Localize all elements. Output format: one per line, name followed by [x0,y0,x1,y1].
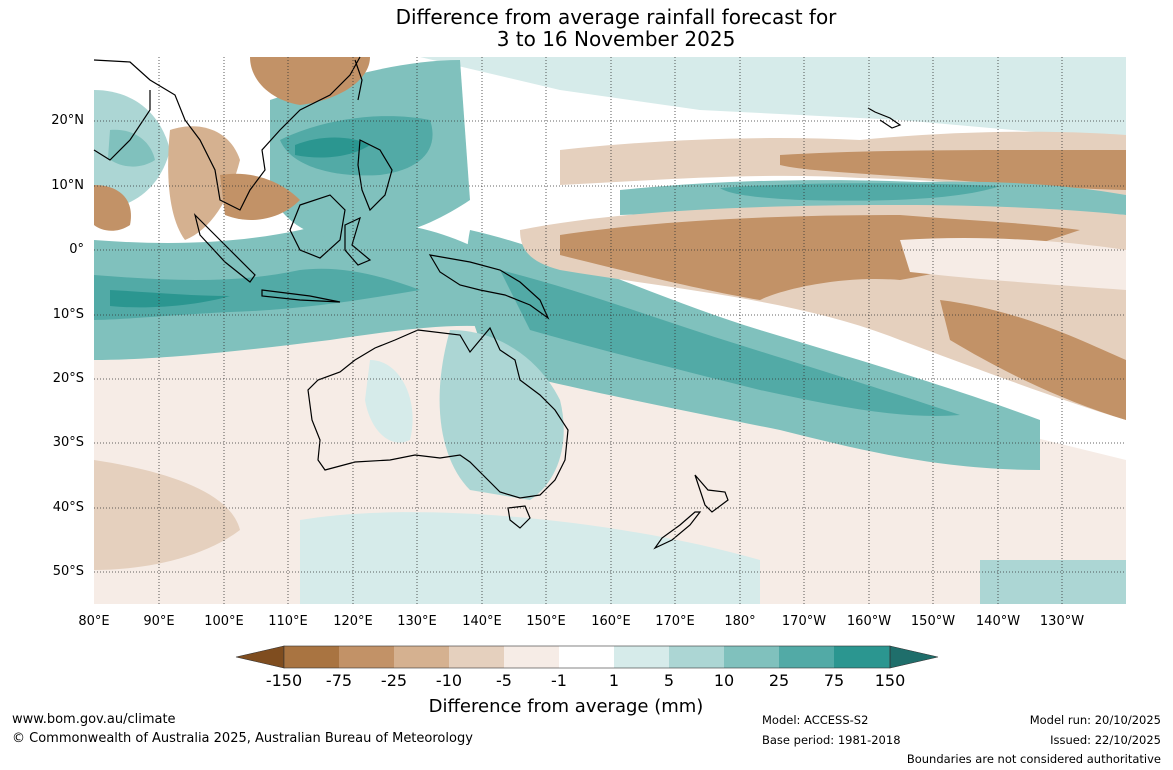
colorbar-segment [724,646,779,668]
lon-label: 170°W [781,614,827,629]
map-title-line-1: Difference from average rainfall forecas… [395,5,837,29]
colorbar-tick-label: -5 [496,671,512,690]
lat-label: 20°N [51,113,84,128]
lon-label: 90°E [143,614,175,629]
colorbar-tick-label: -25 [380,671,408,690]
website-link[interactable]: www.bom.gov.au/climate [12,712,176,727]
colorbar-segment [559,646,614,668]
lon-label: 100°E [204,614,244,629]
rainfall-field [94,57,1126,604]
hawaii-coastline [867,107,902,129]
model-run-date: Model run: 20/10/2025 [1029,713,1161,727]
southeast-asia-coastline [93,56,361,211]
lon-label: 160°W [846,614,892,629]
map-title-line-2: 3 to 16 November 2025 [496,27,736,51]
sulawesi-coastline [344,216,372,266]
lon-label: 140°E [462,614,502,629]
lon-label: 180° [724,614,756,629]
colorbar-segment [504,646,559,668]
dry-indochina [168,126,240,240]
colorbar-segment [779,646,834,668]
lon-label: 120°E [333,614,373,629]
wet-core-indian-ocean [94,268,420,320]
dry-borneo-west [94,185,131,231]
colorbar [235,645,939,669]
model-name: Model: ACCESS-S2 [762,713,869,727]
colorbar-title: Difference from average (mm) [428,696,704,717]
dry-patch-west [94,356,260,417]
colorbar-segment [339,646,394,668]
lon-label: 170°E [655,614,695,629]
colorbar-segment [614,646,669,668]
borneo-coastline [289,194,346,259]
lon-label: 150°W [910,614,956,629]
lon-label: 150°E [526,614,566,629]
dry-south-china [250,57,370,105]
colorbar-tick-label: 150 [874,671,906,690]
wet-patch-southwest [300,512,760,604]
base-period: Base period: 1981-2018 [762,733,901,747]
colorbar-segment [394,646,449,668]
lon-label: 110°E [268,614,308,629]
lon-label: 130°W [1039,614,1085,629]
colorbar-tick-label: -10 [435,671,463,690]
lat-label: 10°S [52,307,84,322]
colorbar-tick-label: -150 [265,671,303,690]
colorbar-tick-label: 75 [823,671,845,690]
colorbar-segment [834,646,890,668]
colorbar-segment [669,646,724,668]
new-zealand-south-coastline [653,511,702,550]
lat-label: 10°N [51,178,84,193]
colorbar-min-arrow [235,645,285,669]
lat-label: 50°S [52,564,84,579]
lat-label: 0° [69,242,84,257]
colorbar-max-arrow [889,645,939,669]
colorbar-tick-label: 5 [663,671,675,690]
lat-label: 20°S [52,371,84,386]
wet-patch-southeast [980,560,1126,604]
graticule [94,57,1126,604]
lon-label: 160°E [591,614,631,629]
new-zealand-north-coastline [694,474,729,513]
lat-label: 30°S [52,435,84,450]
sumatra-coastline [193,213,256,283]
colorbar-tick-label: 25 [768,671,790,690]
philippines-coastline [357,139,393,212]
colorbar-segment [284,646,339,668]
copyright-text: © Commonwealth of Australia 2025, Austra… [12,731,473,746]
lon-label: 80°E [78,614,110,629]
java-coastline [261,289,341,303]
wet-core-spcz [500,270,960,416]
wet-central-australia [365,360,413,443]
australia-coastline [307,326,569,499]
colorbar-tick-label: 1 [608,671,620,690]
tasmania-coastline [507,505,531,529]
coastlines [93,56,902,550]
light-wet-band-north-pacific [420,57,1126,140]
issued-date: Issued: 22/10/2025 [1050,733,1161,747]
colorbar-tick-label: -75 [325,671,353,690]
india-coastline [93,90,151,161]
colorbar-segment [449,646,504,668]
dry-core-equatorial-pacific [560,215,1080,300]
dry-patch-south-indian [94,460,240,570]
colorbar-tick-label: -1 [551,671,567,690]
wet-northeast-australia [439,330,564,500]
new-guinea-coastline [428,254,550,320]
lat-label: 40°S [52,500,84,515]
boundary-disclaimer: Boundaries are not considered authoritat… [906,752,1161,766]
lon-label: 140°W [975,614,1021,629]
colorbar-tick-label: 10 [713,671,735,690]
japan-coastline [354,59,363,101]
lon-label: 130°E [397,614,437,629]
